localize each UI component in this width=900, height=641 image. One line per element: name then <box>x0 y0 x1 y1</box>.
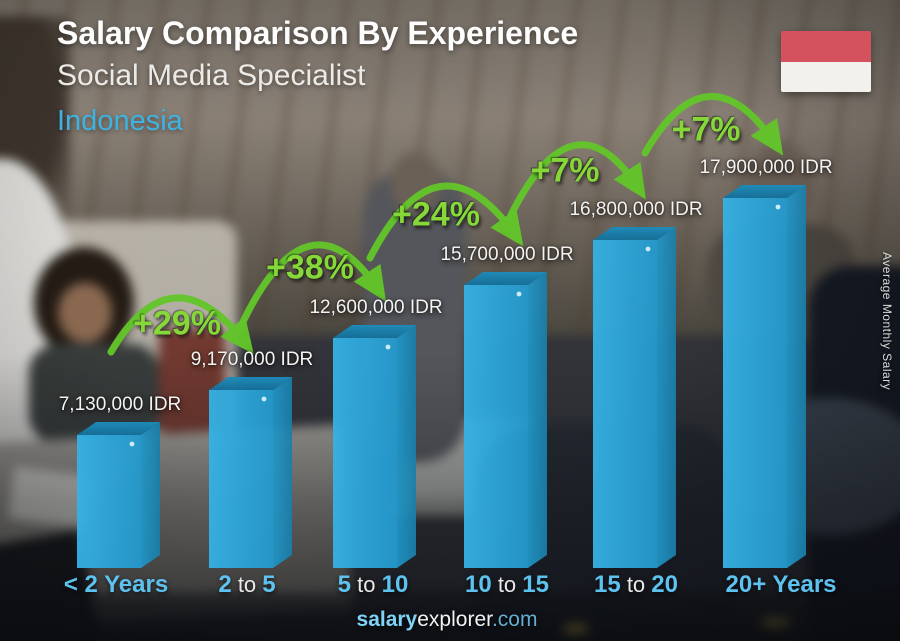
flag-white-stripe <box>781 61 871 92</box>
bg-chair-grey <box>736 397 900 536</box>
brand-dotcom: .com <box>491 608 538 631</box>
brand-salary: salary <box>356 608 418 631</box>
job-title: Social Media Specialist <box>57 59 366 92</box>
bg-woman-face <box>57 282 113 343</box>
country-label: Indonesia <box>57 105 183 137</box>
site-brand-link[interactable]: salaryexplorer.com <box>357 608 538 632</box>
bg-woman-body <box>28 343 160 444</box>
page-title: Salary Comparison By Experience <box>57 15 579 51</box>
bg-person-right-head <box>744 141 816 237</box>
y-axis-caption: Average Monthly Salary <box>880 252 894 391</box>
brand-explorer: explorer <box>417 608 492 631</box>
bg-keyboard-glint <box>562 623 590 635</box>
bg-paper-sheet <box>8 466 98 529</box>
bg-person-standing-head <box>390 151 441 214</box>
flag-red-stripe <box>781 31 871 62</box>
bg-keyboard-glint <box>759 617 792 628</box>
indonesia-flag-icon <box>781 31 871 92</box>
bg-red-chair <box>158 328 226 435</box>
